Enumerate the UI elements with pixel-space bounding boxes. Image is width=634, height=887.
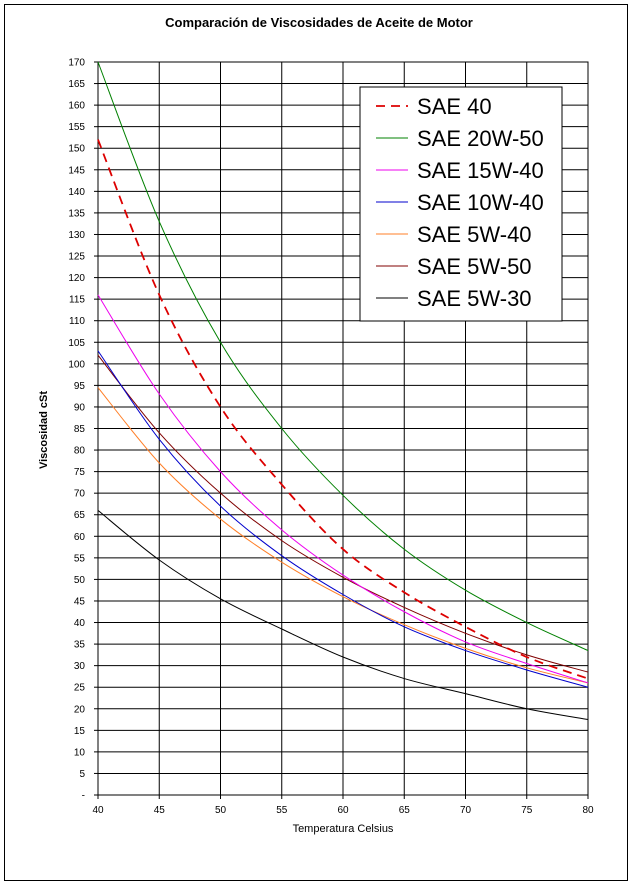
legend-entry: SAE 10W-40 bbox=[417, 190, 544, 215]
y-tick-label: 75 bbox=[74, 467, 86, 478]
y-tick-label: 115 bbox=[69, 295, 85, 306]
y-tick-label: 40 bbox=[74, 618, 86, 629]
y-tick-label: 20 bbox=[74, 704, 86, 715]
legend: SAE 40 SAE 20W-50 SAE 15W-40 SAE 10W-40 SAE … bbox=[359, 86, 563, 322]
legend-entry: SAE 5W-50 bbox=[417, 254, 532, 279]
x-tick-label: 40 bbox=[92, 805, 104, 816]
x-axis-label: Temperatura Celsius bbox=[293, 823, 394, 835]
y-tick-label: 135 bbox=[68, 208, 85, 219]
x-tick-label: 80 bbox=[582, 805, 594, 816]
y-tick-label: 5 bbox=[79, 769, 85, 780]
tick-labels: - 5 10 15 20 25 30 35 40 45 50 55 60 65 70 75 80 85 90 95 10… bbox=[68, 58, 594, 817]
y-tick-label: 50 bbox=[74, 575, 86, 586]
y-tick-label: - bbox=[82, 791, 85, 802]
y-tick-label: 125 bbox=[68, 252, 85, 263]
legend-entry: SAE 5W-40 bbox=[417, 222, 532, 247]
y-tick-label: 140 bbox=[68, 187, 85, 198]
series-line-sae-20w-50 bbox=[97, 61, 589, 652]
x-tick-label: 70 bbox=[460, 805, 472, 816]
series-line-sae-5w-50 bbox=[97, 354, 589, 673]
x-tick-label: 75 bbox=[521, 805, 533, 816]
y-tick-label: 65 bbox=[74, 510, 86, 521]
y-tick-label: 155 bbox=[68, 122, 85, 133]
legend-entry: SAE 20W-50 bbox=[417, 126, 544, 151]
legend-box bbox=[359, 86, 563, 322]
y-tick-label: 150 bbox=[68, 144, 85, 155]
y-tick-label: 120 bbox=[68, 273, 85, 284]
y-tick-label: 15 bbox=[74, 726, 86, 737]
series-line-sae-15w-40 bbox=[97, 294, 589, 684]
y-tick-label: 10 bbox=[74, 747, 86, 758]
series-lines bbox=[97, 61, 589, 721]
series-line-sae-10w-40 bbox=[97, 350, 589, 688]
y-tick-label: 145 bbox=[68, 165, 85, 176]
y-tick-label: 100 bbox=[68, 359, 85, 370]
y-tick-label: 110 bbox=[69, 316, 85, 327]
y-tick-label: 60 bbox=[74, 532, 86, 543]
y-tick-label: 35 bbox=[74, 640, 86, 651]
x-tick-label: 50 bbox=[215, 805, 227, 816]
series-line-sae-5w-30 bbox=[97, 510, 589, 721]
y-tick-label: 95 bbox=[74, 381, 86, 392]
chart-title: Comparación de Viscosidades de Aceite de… bbox=[165, 15, 473, 30]
x-tick-label: 55 bbox=[276, 805, 288, 816]
y-tick-label: 90 bbox=[74, 402, 86, 413]
legend-entry: SAE 5W-30 bbox=[417, 286, 532, 311]
y-tick-label: 30 bbox=[74, 661, 86, 672]
y-tick-label: 45 bbox=[74, 596, 86, 607]
y-tick-label: 80 bbox=[74, 446, 86, 457]
chart-frame: Comparación de Viscosidades de Aceite de… bbox=[4, 4, 628, 881]
y-tick-label: 130 bbox=[68, 230, 85, 241]
legend-entry: SAE 15W-40 bbox=[417, 158, 544, 183]
legend-entry: SAE 40 bbox=[417, 94, 492, 119]
y-tick-label: 165 bbox=[68, 79, 85, 90]
plot-border bbox=[97, 61, 589, 796]
y-axis-label: Viscosidad cSt bbox=[38, 391, 50, 469]
y-tick-label: 170 bbox=[68, 58, 85, 69]
chart-svg: Comparación de Viscosidades de Aceite de… bbox=[38, 15, 594, 835]
series-line-sae-40 bbox=[97, 139, 589, 680]
y-tick-label: 105 bbox=[68, 338, 85, 349]
y-tick-label: 85 bbox=[74, 424, 86, 435]
y-tick-label: 70 bbox=[74, 489, 86, 500]
x-tick-label: 65 bbox=[399, 805, 411, 816]
y-tick-label: 55 bbox=[74, 553, 86, 564]
x-tick-label: 45 bbox=[154, 805, 166, 816]
y-tick-label: 25 bbox=[74, 683, 86, 694]
x-tick-label: 60 bbox=[337, 805, 349, 816]
series-line-sae-5w-40 bbox=[97, 387, 589, 684]
y-tick-label: 160 bbox=[68, 101, 85, 112]
